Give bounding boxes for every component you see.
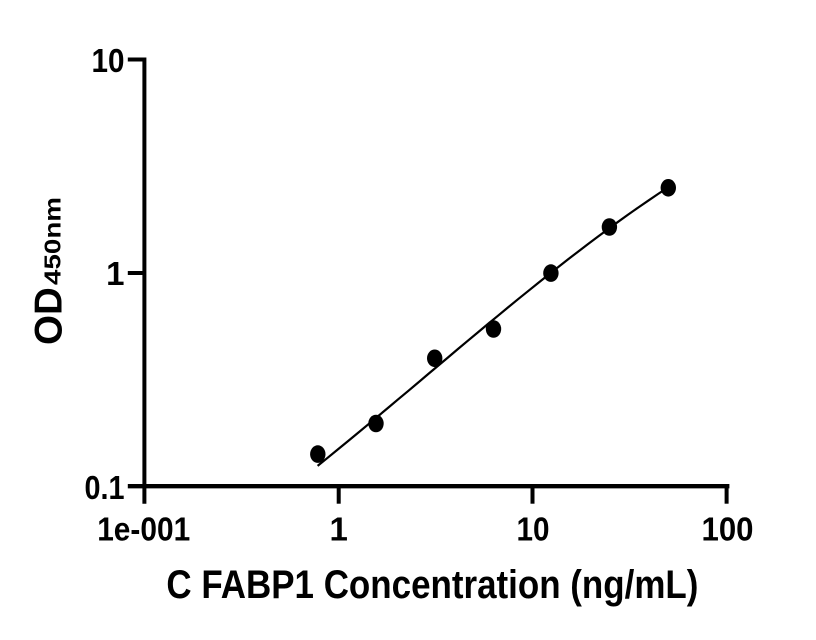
svg-text:1: 1: [106, 255, 124, 292]
svg-text:OD: OD: [27, 287, 70, 345]
svg-text:0.1: 0.1: [85, 469, 125, 506]
svg-text:1: 1: [330, 511, 348, 548]
svg-text:1e-001: 1e-001: [97, 511, 190, 548]
svg-text:10: 10: [92, 42, 125, 79]
svg-text:100: 100: [702, 511, 754, 548]
svg-text:C FABP1 Concentration (ng/mL): C FABP1 Concentration (ng/mL): [166, 563, 698, 607]
svg-text:450nm: 450nm: [40, 197, 66, 285]
svg-text:10: 10: [517, 511, 550, 548]
